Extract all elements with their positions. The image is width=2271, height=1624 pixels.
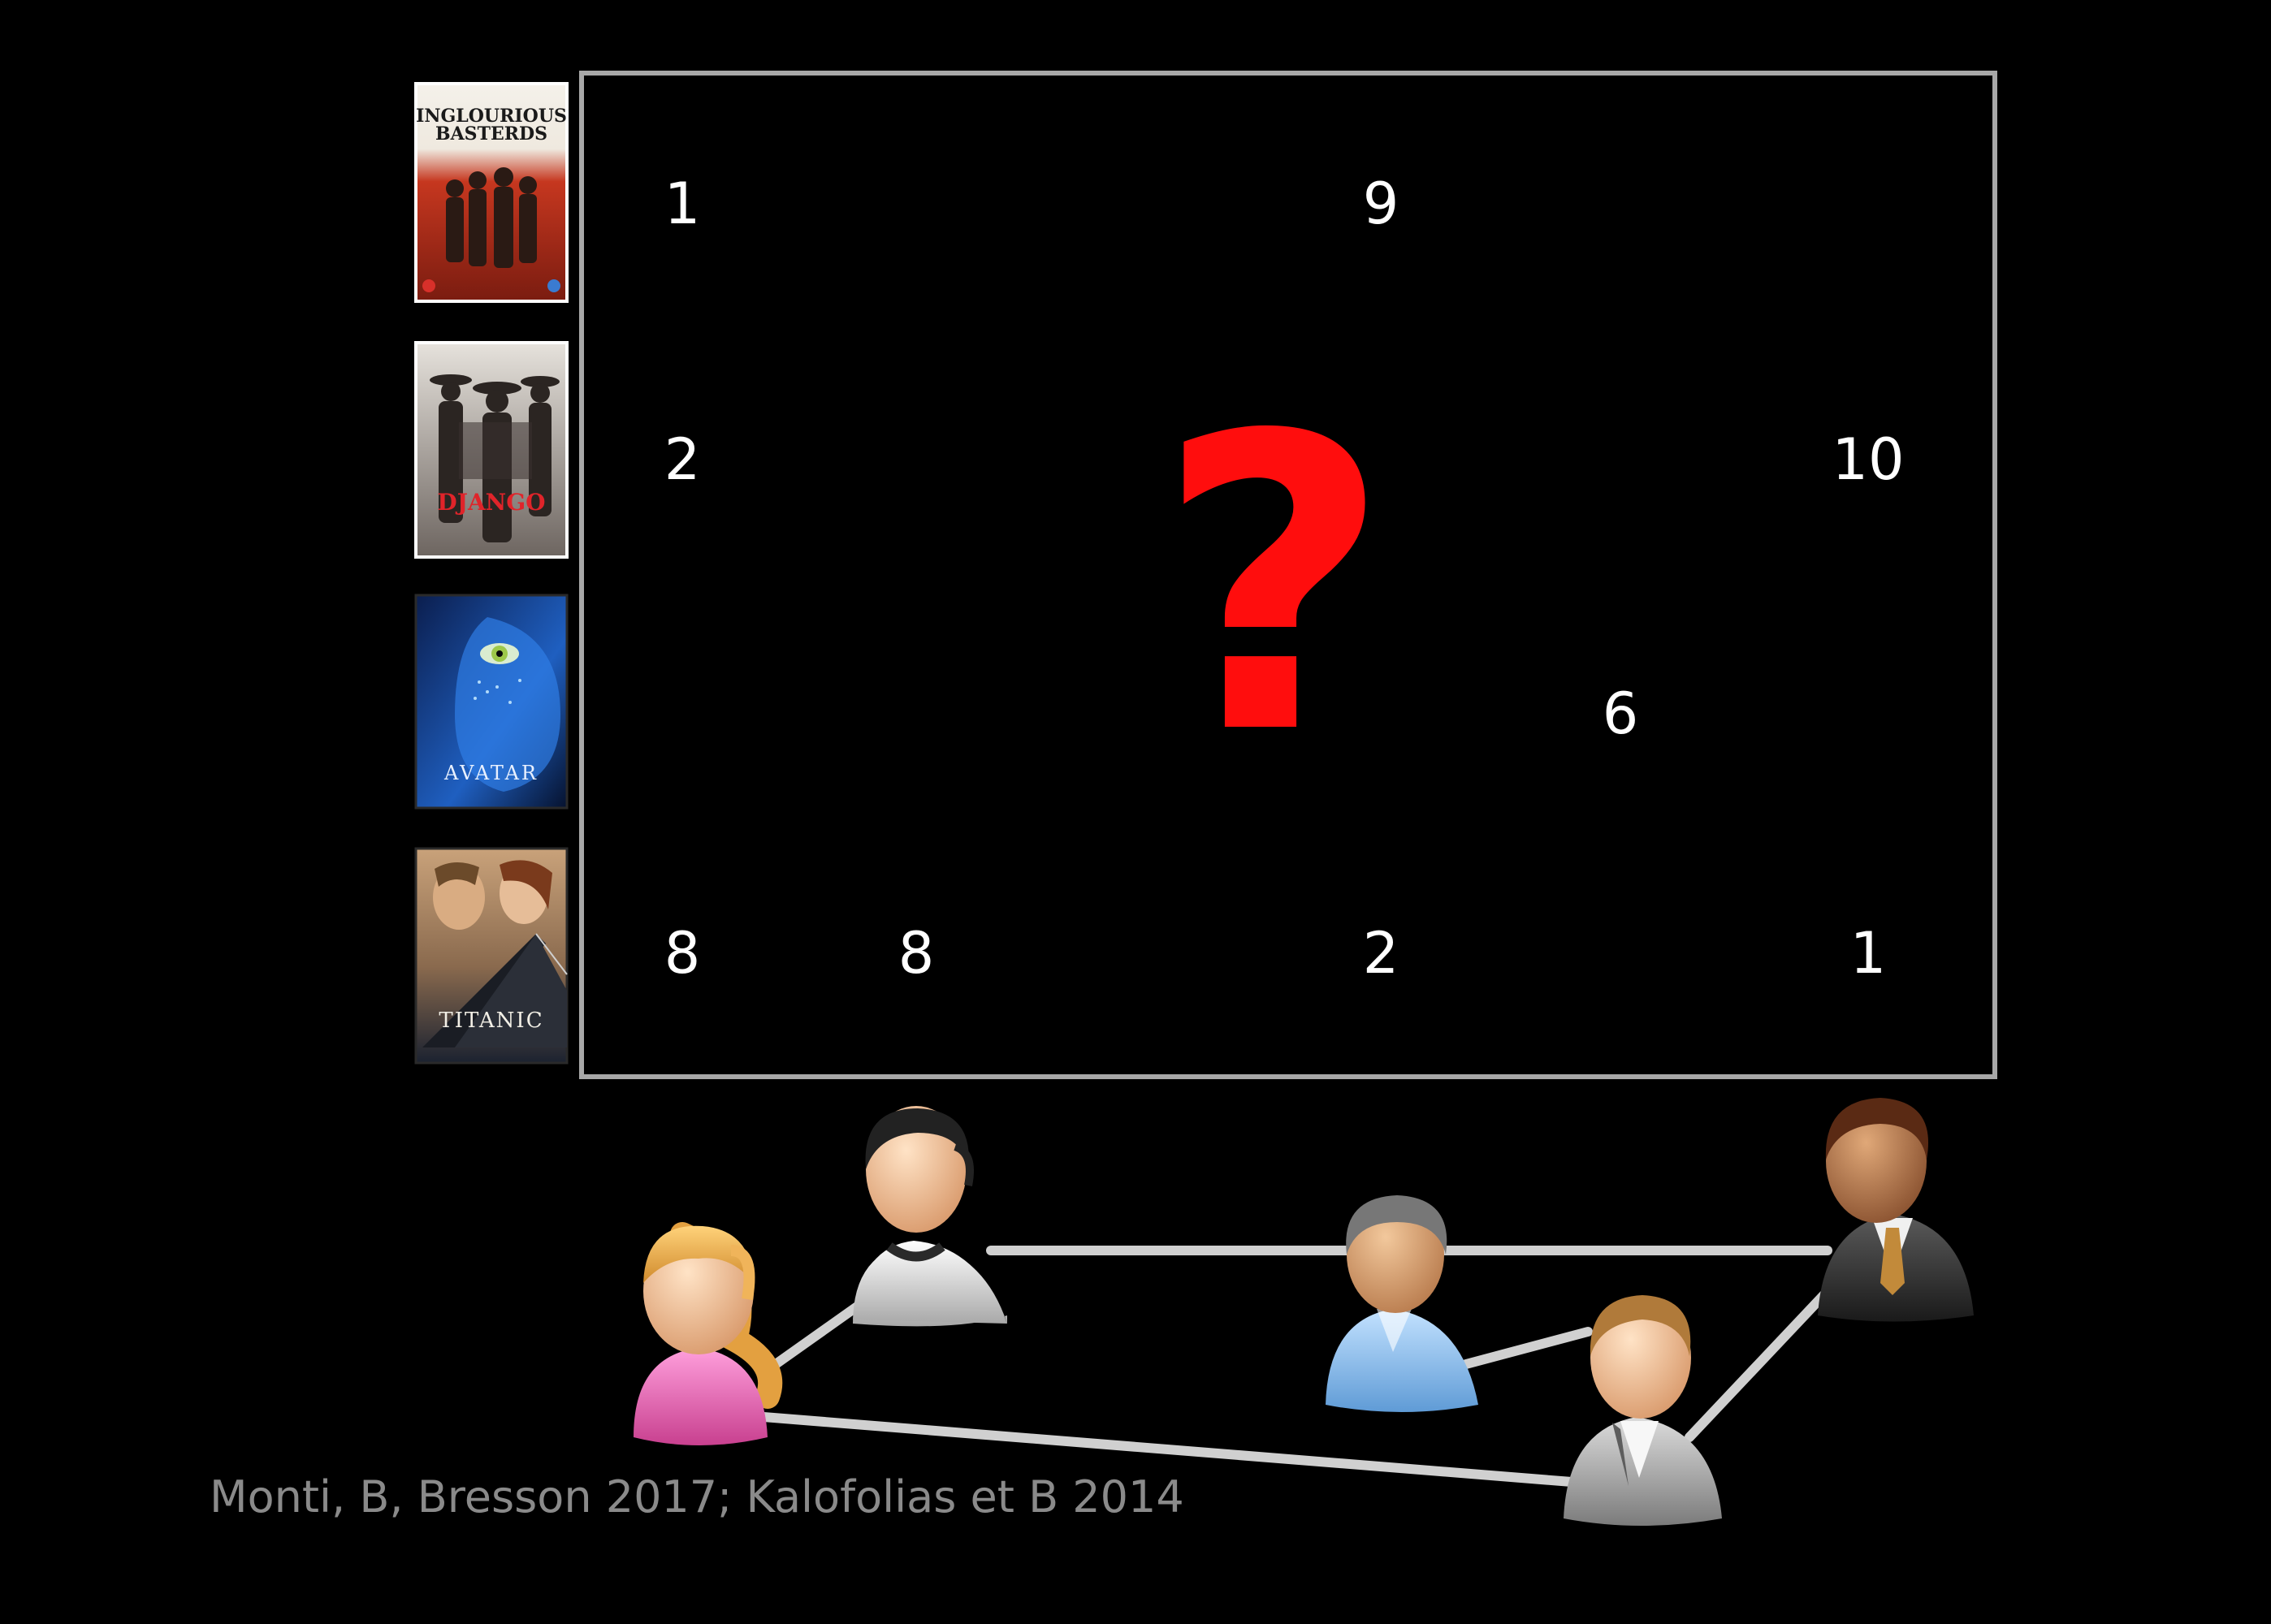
man-user-icon: [853, 1106, 1007, 1327]
titanic-poster: TITANIC: [414, 847, 569, 1065]
rating-cell: 2: [1363, 920, 1399, 987]
django-unchained-poster: DJANGO: [414, 341, 569, 559]
avatar-poster: AVATAR: [414, 594, 569, 810]
freckles-icon: [474, 679, 521, 704]
woman-user-icon: [634, 1222, 783, 1445]
citation: Monti, B, Bresson 2017; Kalofolias et B …: [210, 1471, 1184, 1522]
soldiers-figures-icon: [446, 167, 537, 268]
man-user-icon: [1564, 1295, 1722, 1526]
rating-cell: 8: [898, 920, 935, 987]
man-user-icon: [1326, 1195, 1478, 1412]
rating-cell: 9: [1363, 171, 1399, 237]
rating-cell: 1: [664, 171, 701, 237]
poster-title: TITANIC: [439, 1009, 543, 1033]
rating-matrix: 1 9 2 10 6 8 8 2 1: [664, 171, 1905, 987]
graph-edge: [759, 1412, 1577, 1487]
rating-cell: 2: [664, 426, 701, 493]
graph-edge: [1685, 1286, 1832, 1442]
poster-title: DJANGO: [437, 489, 545, 516]
rating-cell: 1: [1850, 920, 1887, 987]
eye-icon: [480, 643, 519, 664]
poster-title-line1: INGLOURIOUS: [416, 106, 567, 127]
rating-matrix-border: [579, 71, 1997, 1079]
poster-title-line2: BASTERDS: [435, 123, 547, 145]
businessman-user-icon: [1818, 1098, 1974, 1322]
rating-cell: 8: [664, 920, 701, 987]
rating-cell: 6: [1603, 680, 1639, 747]
couple-faces-icon: [433, 860, 552, 930]
poster-title: AVATAR: [443, 762, 539, 784]
question-mark: ?: [1156, 350, 1391, 823]
inglourious-basterds-poster: INGLOURIOUS BASTERDS: [414, 82, 569, 303]
rating-cell: 10: [1832, 426, 1904, 493]
ship-bow-icon: [422, 933, 568, 1047]
graph-edge: [1461, 1327, 1593, 1369]
user-graph-edges: [759, 1246, 1832, 1487]
